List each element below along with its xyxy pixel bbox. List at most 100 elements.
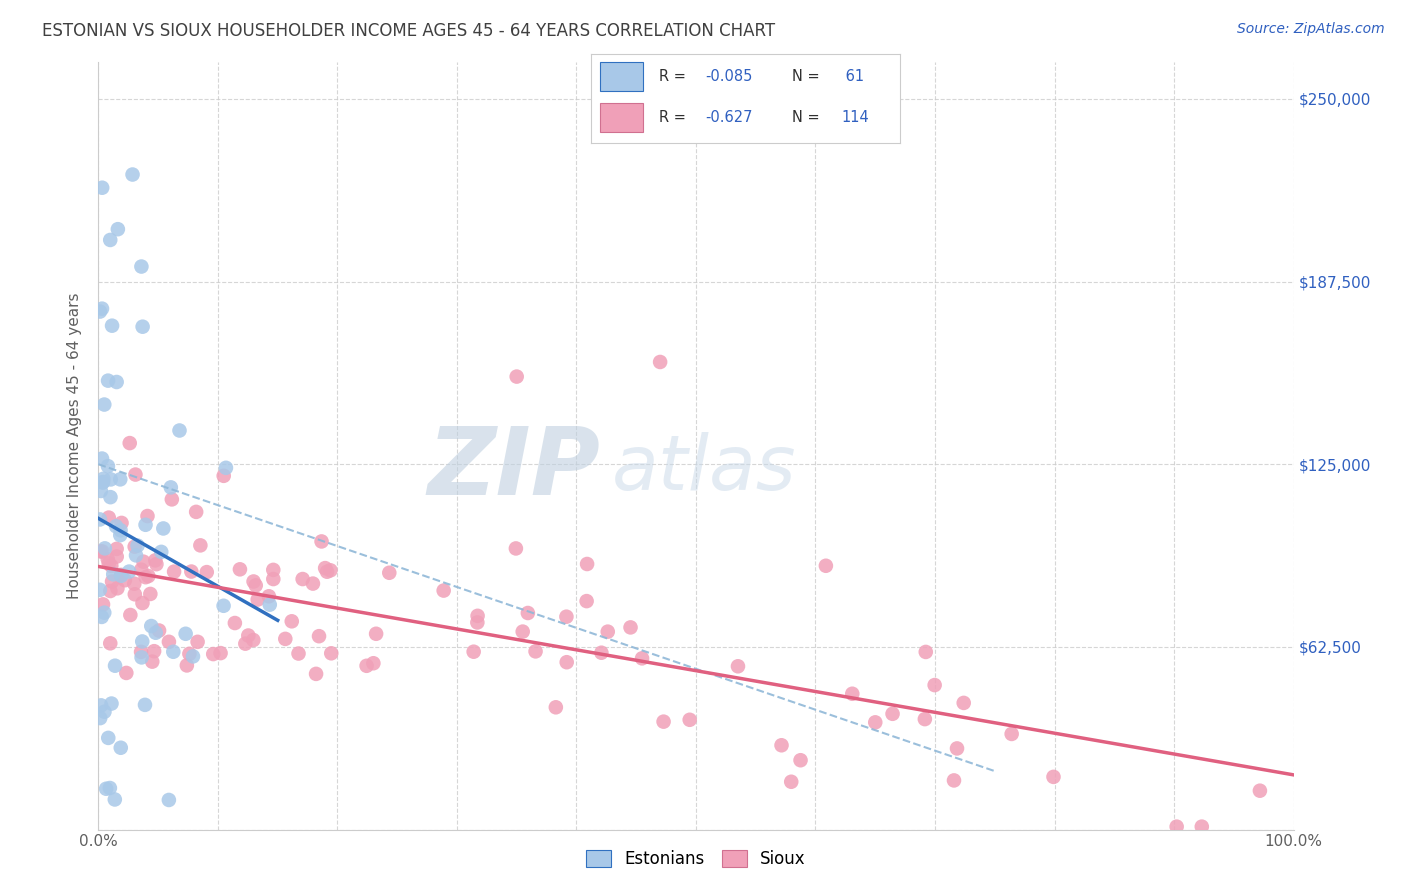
Point [1249,783,1271,797]
Point [575,594,598,608]
Point [814,558,837,573]
Point [242,633,264,648]
Point [124,576,146,591]
Point [89,304,111,318]
Text: 114: 114 [841,111,869,125]
Point [97,510,120,524]
Point [145,625,167,640]
Point [104,792,127,806]
Point [946,741,969,756]
Point [321,646,343,660]
Point [120,607,142,622]
Point [619,620,641,634]
Point [157,635,180,649]
Point [141,655,163,669]
Text: -0.085: -0.085 [704,70,752,84]
Point [591,646,613,660]
Point [93,606,115,620]
Point [131,634,153,648]
Point [181,649,204,664]
Point [97,731,120,745]
Point [631,651,654,665]
Y-axis label: Householder Income Ages 45 - 64 years: Householder Income Ages 45 - 64 years [67,293,83,599]
Point [97,557,120,571]
Point [110,568,132,582]
Point [131,260,153,274]
Point [311,534,333,549]
Point [190,538,212,552]
Point [789,753,811,767]
Point [770,739,793,753]
Point [179,647,201,661]
Point [262,563,284,577]
Point [914,712,936,726]
Point [107,582,129,596]
Point [914,645,936,659]
Point [143,553,166,567]
Point [93,472,115,486]
Point [463,645,485,659]
Point [555,655,578,669]
Point [1042,770,1064,784]
Point [104,658,127,673]
Point [291,572,314,586]
Point [242,574,264,589]
Point [132,555,155,569]
Point [91,544,114,558]
Point [124,587,146,601]
Point [107,222,129,236]
Point [780,774,803,789]
Point [89,582,111,597]
Point [90,698,112,713]
Point [93,398,115,412]
Point [212,468,235,483]
Point [139,587,162,601]
Text: -0.627: -0.627 [704,111,752,125]
Point [596,624,619,639]
Point [127,539,149,553]
Point [516,606,538,620]
Point [555,609,578,624]
Text: Source: ZipAtlas.com: Source: ZipAtlas.com [1237,22,1385,37]
Point [135,517,157,532]
Point [505,541,527,556]
Point [159,480,181,494]
Point [131,596,153,610]
Point [180,565,202,579]
Point [91,451,114,466]
Point [233,637,256,651]
Point [91,475,114,490]
Point [882,706,904,721]
Point [648,355,672,369]
Point [314,561,336,575]
Point [943,773,966,788]
Point [90,610,112,624]
Point [103,567,125,582]
Point [115,665,138,680]
Text: N =: N = [792,70,824,84]
Point [124,540,146,554]
Point [186,505,208,519]
Point [98,780,121,795]
Point [262,572,284,586]
Point [131,650,153,665]
Point [378,566,401,580]
Point [100,490,122,504]
Point [865,715,887,730]
Point [169,424,191,438]
Point [98,636,121,650]
Point [160,492,183,507]
Text: ESTONIAN VS SIOUX HOUSEHOLDER INCOME AGES 45 - 64 YEARS CORRELATION CHART: ESTONIAN VS SIOUX HOUSEHOLDER INCOME AGE… [42,22,775,40]
Point [257,589,280,603]
Point [105,375,128,389]
Bar [600,62,643,91]
Text: R =: R = [658,111,690,125]
Point [727,659,749,673]
Point [187,635,209,649]
Bar [600,103,643,132]
Point [148,624,170,638]
Point [134,698,156,712]
Point [94,541,117,556]
Point [952,696,974,710]
Point [101,574,124,589]
